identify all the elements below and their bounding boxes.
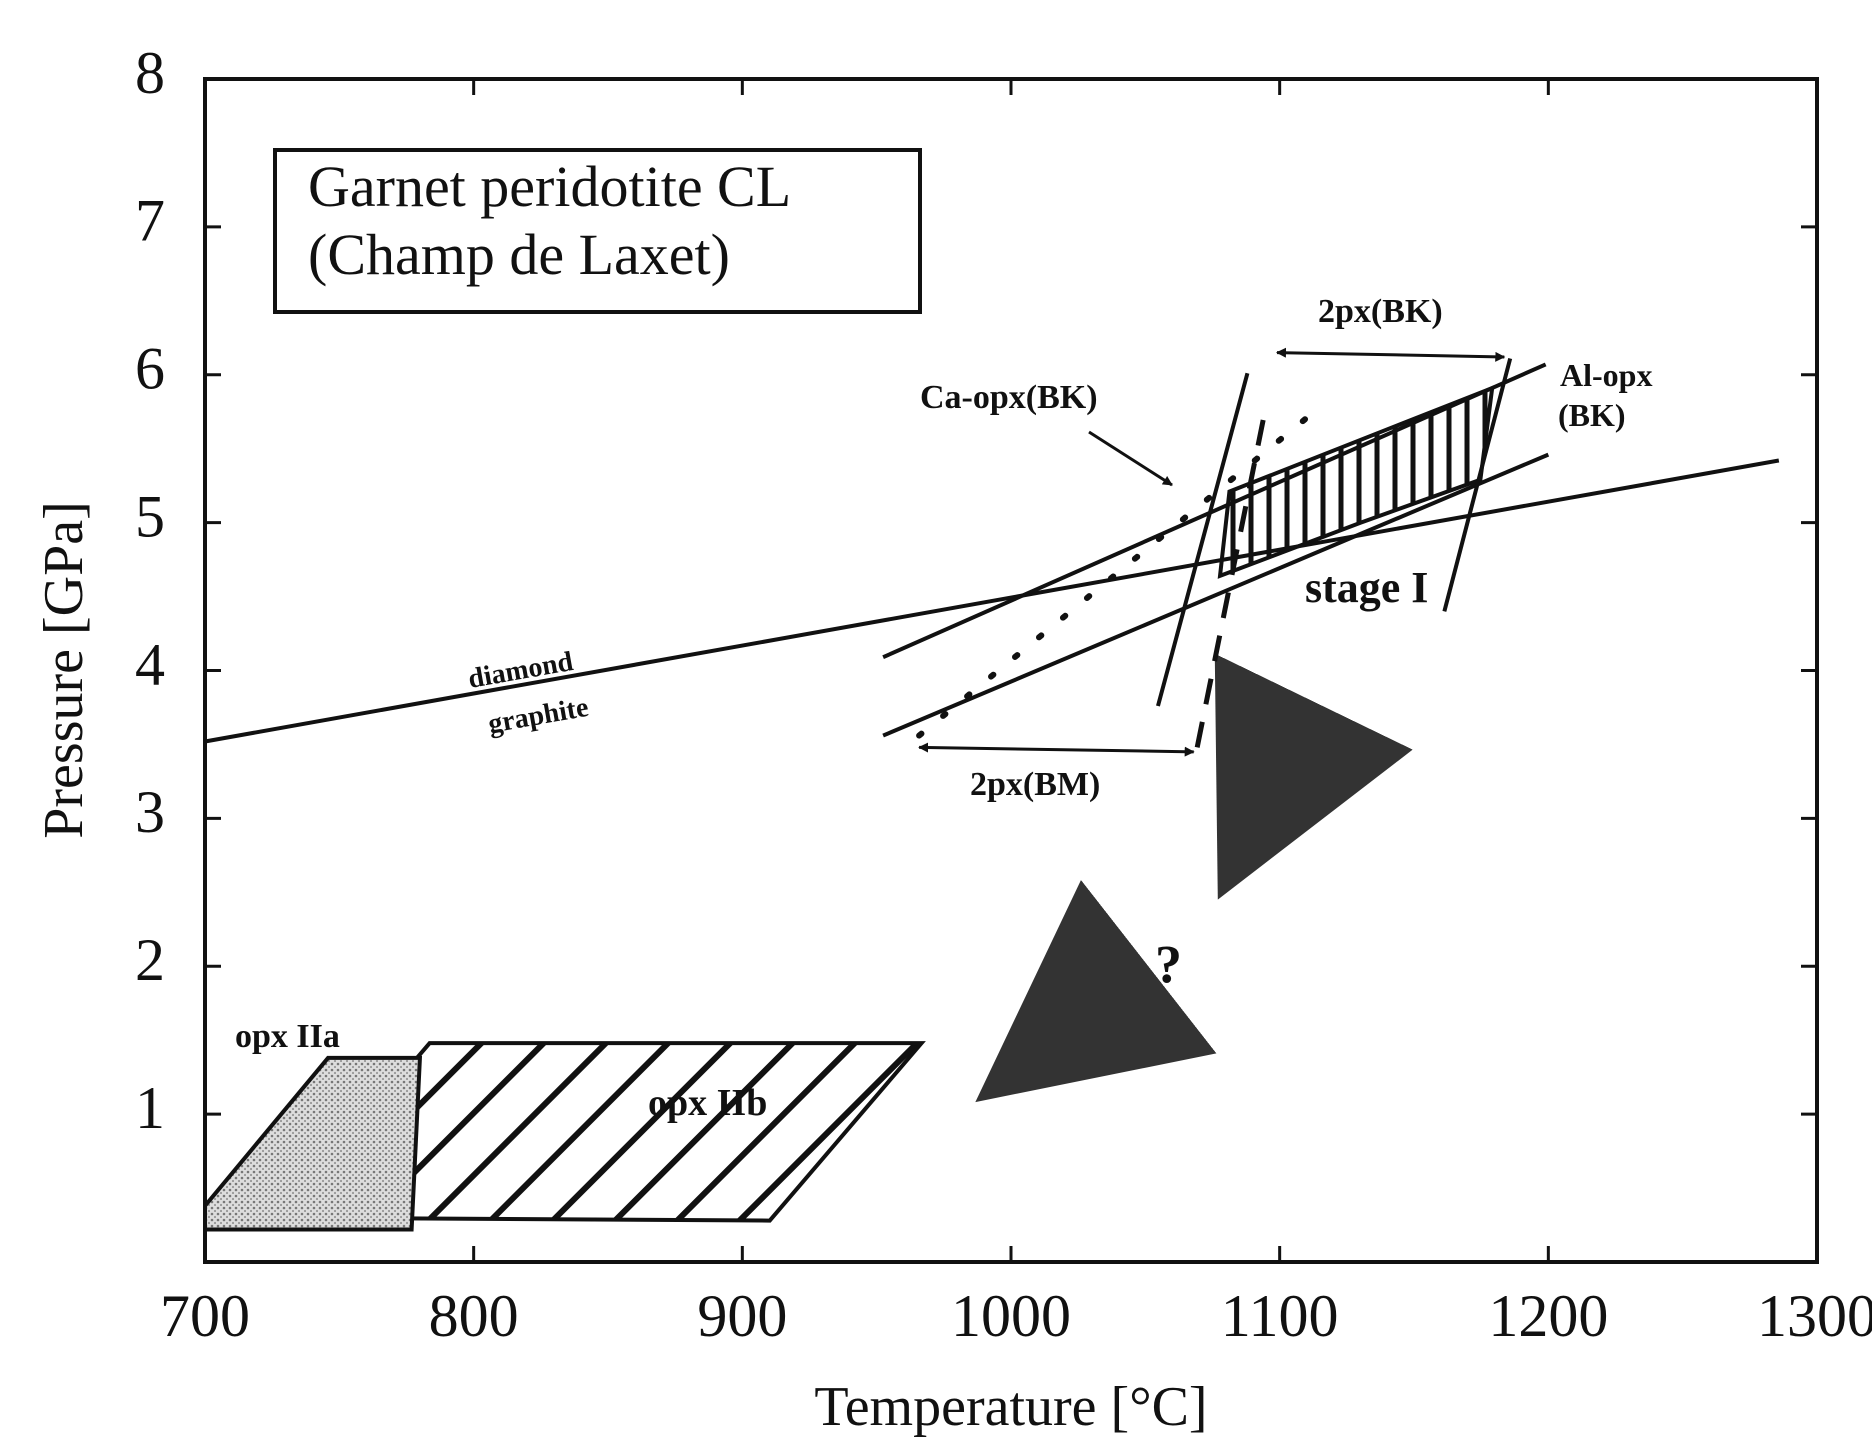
boundary-line bbox=[1194, 408, 1268, 748]
x-tick-label: 1000 bbox=[951, 1283, 1071, 1349]
annotation: opx IIa bbox=[235, 1018, 340, 1055]
boundary-line bbox=[204, 458, 1780, 744]
x-tick-label: 1100 bbox=[1221, 1283, 1339, 1349]
y-tick-label: 6 bbox=[135, 336, 165, 402]
annotation: 2px(BM) bbox=[970, 766, 1100, 803]
x-axis-label: Temperature [°C] bbox=[814, 1376, 1207, 1438]
region bbox=[1217, 384, 1495, 579]
y-tick-label: 5 bbox=[135, 483, 165, 549]
annotation: diamond bbox=[466, 646, 576, 695]
path-arrow bbox=[975, 879, 1217, 1103]
title-box bbox=[273, 148, 922, 314]
annotation: Al-opx bbox=[1560, 357, 1652, 393]
chart-subtitle: (Champ de Laxet) bbox=[308, 222, 730, 287]
boundary-line bbox=[882, 452, 1550, 738]
x-tick-label: 900 bbox=[697, 1283, 787, 1349]
region bbox=[203, 1055, 423, 1232]
pointer-arrow bbox=[1088, 430, 1173, 487]
annotation: opx IIb bbox=[648, 1082, 767, 1124]
chart-title: Garnet peridotite CL bbox=[308, 154, 791, 219]
y-tick-label: 4 bbox=[135, 631, 165, 697]
y-tick-label: 1 bbox=[135, 1075, 165, 1141]
y-tick-label: 8 bbox=[135, 40, 165, 106]
y-tick-label: 7 bbox=[135, 188, 165, 254]
range-arrow bbox=[1275, 347, 1506, 362]
boundary-line bbox=[882, 362, 1547, 660]
boundary-line bbox=[916, 399, 1329, 739]
boundary-line bbox=[1156, 372, 1250, 707]
annotation: 2px(BK) bbox=[1318, 293, 1443, 330]
boundary-line bbox=[1442, 357, 1513, 612]
y-tick-label: 2 bbox=[135, 927, 165, 993]
annotation: (BK) bbox=[1558, 397, 1626, 433]
annotation: stage I bbox=[1305, 563, 1428, 612]
x-tick-label: 1300 bbox=[1757, 1283, 1872, 1349]
annotation: ? bbox=[1155, 934, 1182, 994]
x-tick-label: 800 bbox=[429, 1283, 519, 1349]
x-tick-label: 1200 bbox=[1488, 1283, 1608, 1349]
annotation: graphite bbox=[486, 692, 591, 740]
path-arrow bbox=[1214, 653, 1413, 900]
y-tick-label: 3 bbox=[135, 779, 165, 845]
x-tick-label: 700 bbox=[160, 1283, 250, 1349]
range-arrow bbox=[918, 742, 1195, 757]
y-axis-label: Pressure [GPa] bbox=[33, 501, 95, 838]
annotation: Ca-opx(BK) bbox=[920, 379, 1098, 416]
